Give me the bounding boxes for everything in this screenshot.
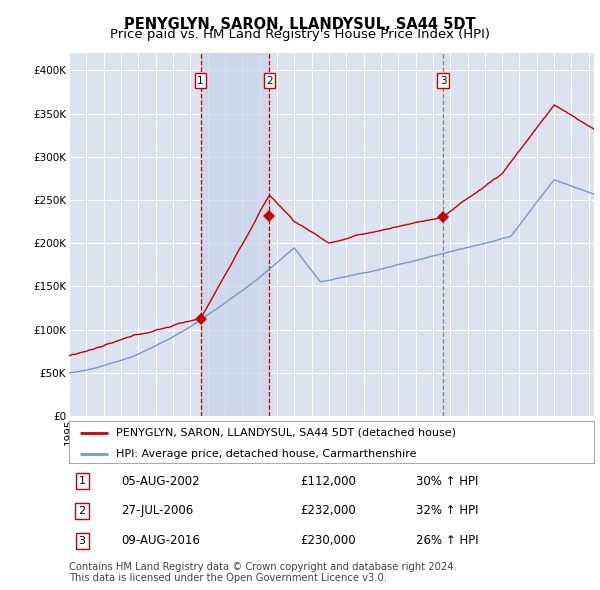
Text: 09-AUG-2016: 09-AUG-2016 bbox=[121, 535, 200, 548]
Text: 27-JUL-2006: 27-JUL-2006 bbox=[121, 504, 194, 517]
Text: Price paid vs. HM Land Registry's House Price Index (HPI): Price paid vs. HM Land Registry's House … bbox=[110, 28, 490, 41]
Text: 30% ↑ HPI: 30% ↑ HPI bbox=[415, 474, 478, 487]
Text: £232,000: £232,000 bbox=[300, 504, 356, 517]
Text: 05-AUG-2002: 05-AUG-2002 bbox=[121, 474, 200, 487]
Text: £230,000: £230,000 bbox=[300, 535, 356, 548]
Text: PENYGLYN, SARON, LLANDYSUL, SA44 5DT: PENYGLYN, SARON, LLANDYSUL, SA44 5DT bbox=[124, 17, 476, 31]
Bar bbox=[200, 53, 269, 416]
Text: 2: 2 bbox=[266, 76, 273, 86]
Text: 3: 3 bbox=[79, 536, 86, 546]
Text: 26% ↑ HPI: 26% ↑ HPI bbox=[415, 535, 478, 548]
Text: 3: 3 bbox=[440, 76, 446, 86]
Text: 1: 1 bbox=[197, 76, 204, 86]
Text: HPI: Average price, detached house, Carmarthenshire: HPI: Average price, detached house, Carm… bbox=[116, 449, 417, 459]
Text: 32% ↑ HPI: 32% ↑ HPI bbox=[415, 504, 478, 517]
Text: 1: 1 bbox=[79, 476, 86, 486]
Text: Contains HM Land Registry data © Crown copyright and database right 2024.
This d: Contains HM Land Registry data © Crown c… bbox=[69, 562, 457, 584]
Text: £112,000: £112,000 bbox=[300, 474, 356, 487]
Text: 2: 2 bbox=[79, 506, 86, 516]
Text: PENYGLYN, SARON, LLANDYSUL, SA44 5DT (detached house): PENYGLYN, SARON, LLANDYSUL, SA44 5DT (de… bbox=[116, 428, 456, 438]
